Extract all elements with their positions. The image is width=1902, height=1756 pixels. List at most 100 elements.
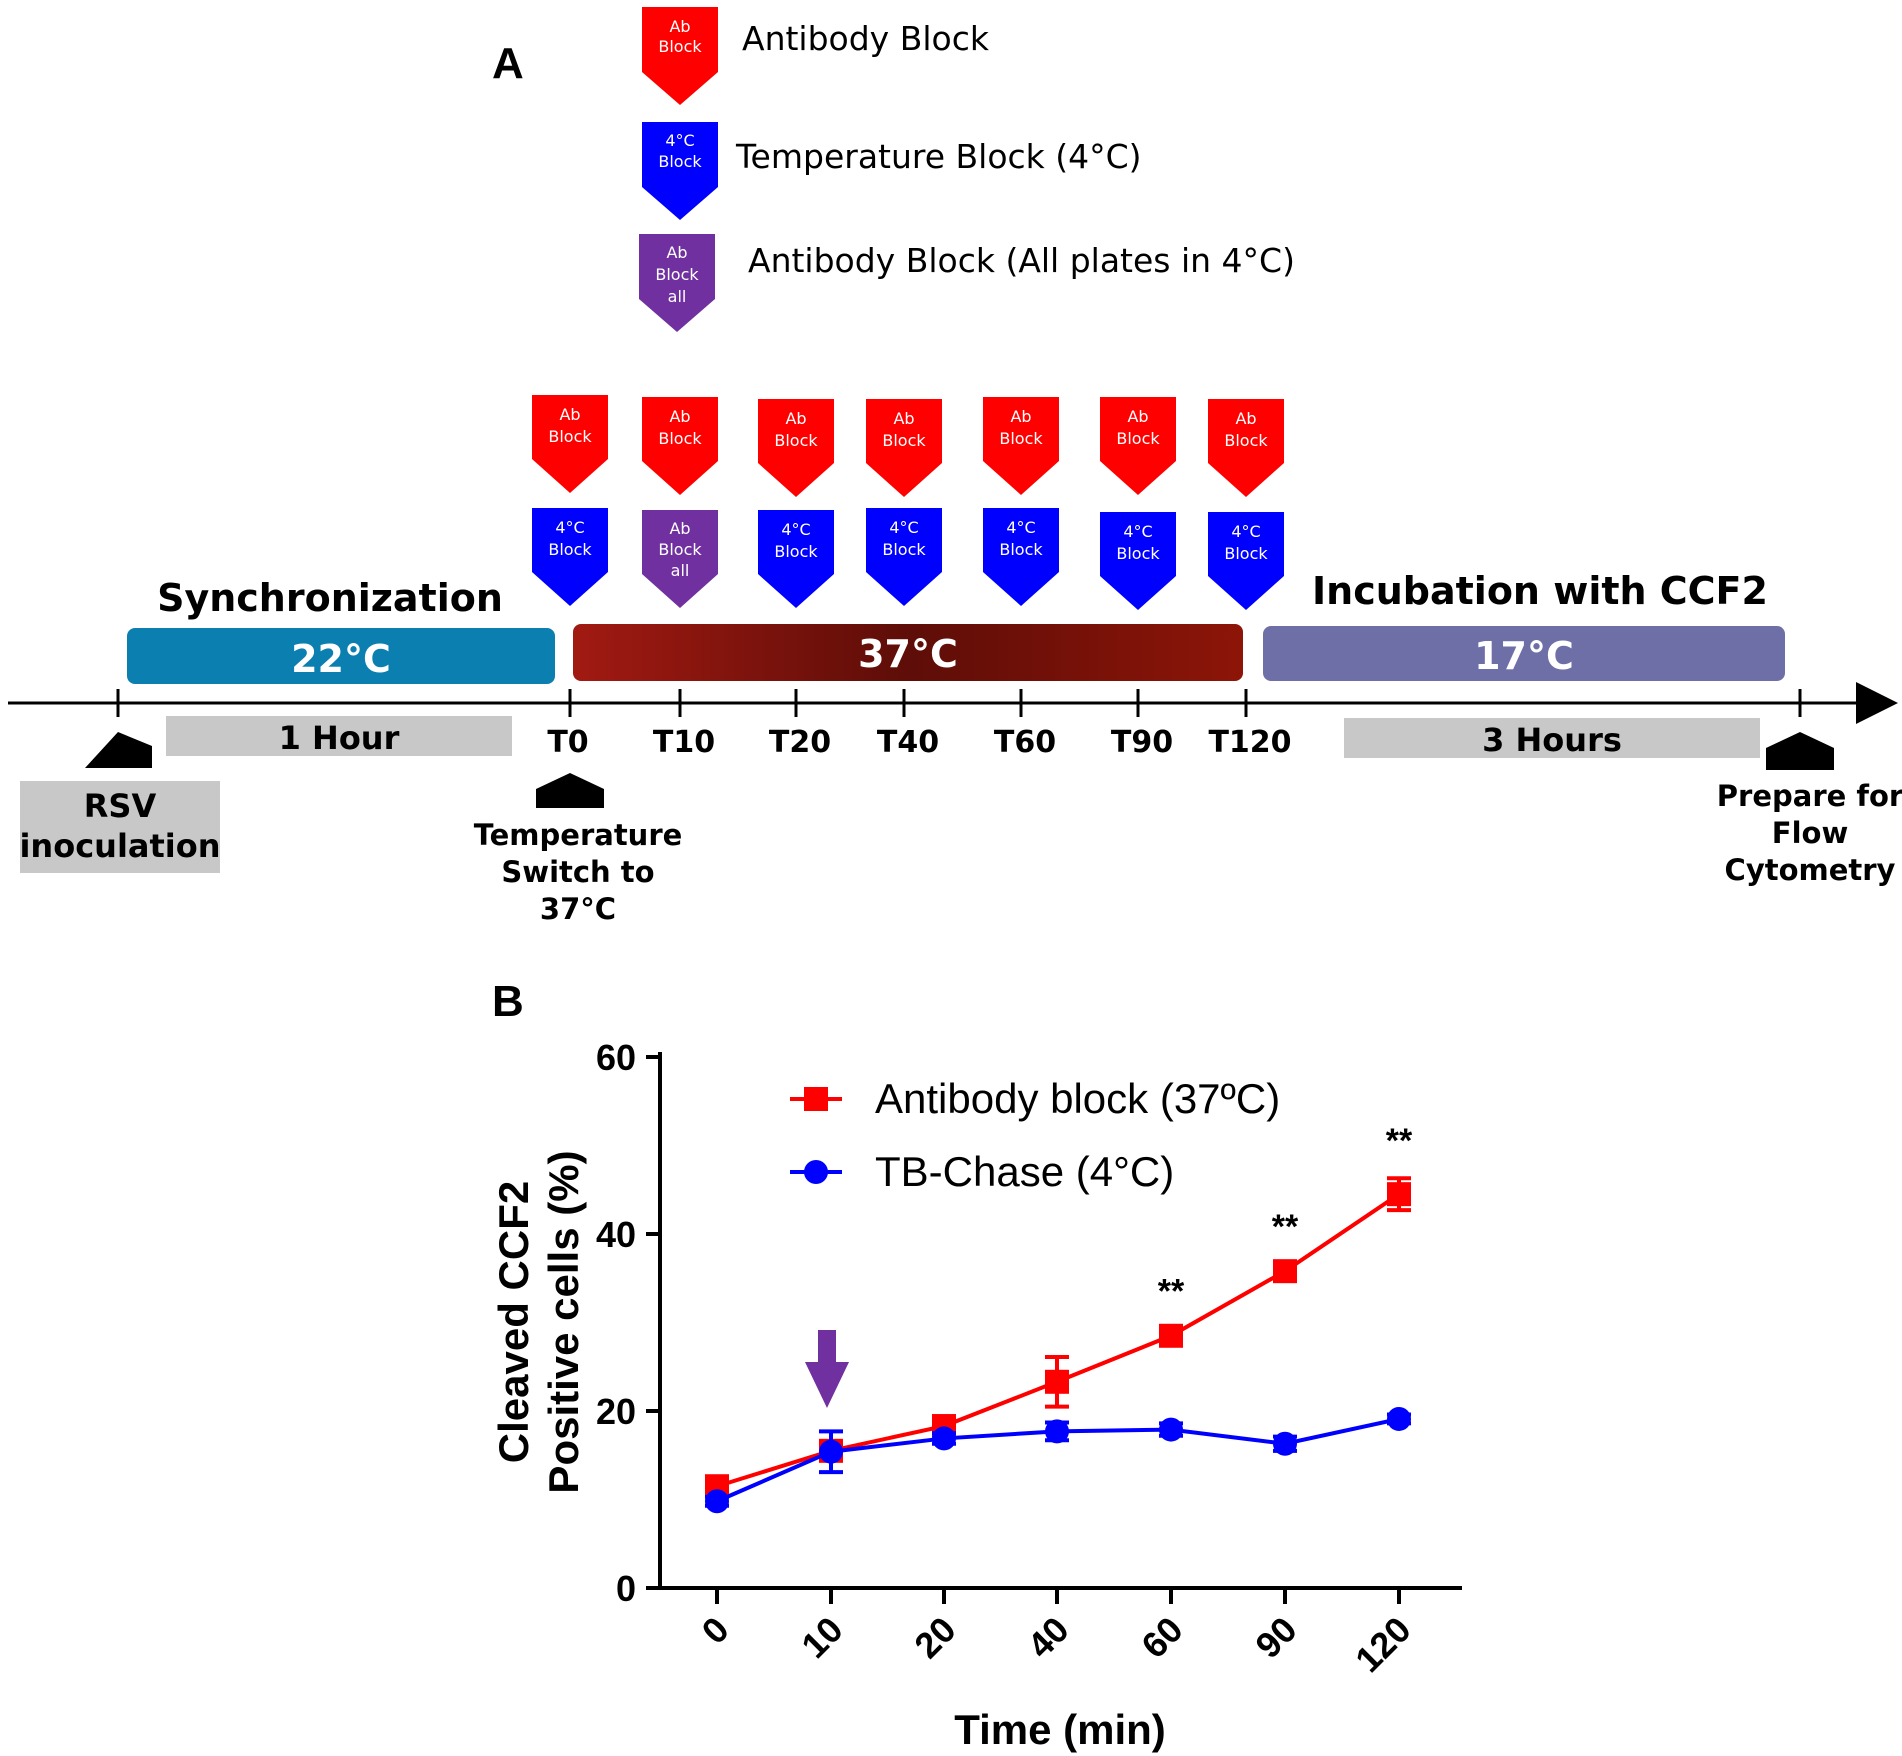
data-point-circle bbox=[1273, 1431, 1297, 1456]
series-layer bbox=[705, 1176, 1411, 1514]
phase-bars: Synchronization 22°C 37°C Incubation wit… bbox=[127, 569, 1785, 684]
y-tick-label: 60 bbox=[596, 1037, 636, 1078]
data-point-square bbox=[1159, 1323, 1183, 1348]
temperature-block-icon bbox=[758, 510, 834, 608]
legend-label-antibody-block: Antibody block (37ºC) bbox=[875, 1075, 1280, 1122]
x-tick-label: 120 bbox=[1347, 1609, 1418, 1680]
y-axis-label-line-2: Positive cells (%) bbox=[540, 1150, 587, 1493]
data-point-circle bbox=[819, 1439, 843, 1464]
phase-bar-22c bbox=[127, 628, 555, 684]
y-tick-label: 20 bbox=[596, 1391, 636, 1432]
icon-text: 4°C bbox=[1123, 522, 1152, 541]
icon-text: 4°C bbox=[781, 520, 810, 539]
duration-bar-1-hour bbox=[166, 716, 512, 756]
timepoint-column-t120: Ab Block 4°C Block bbox=[1208, 399, 1284, 610]
data-point-square bbox=[1273, 1259, 1297, 1284]
ab-block-icon bbox=[1100, 397, 1176, 495]
x-axis-ticks: 0 10 20 40 60 90 120 bbox=[694, 1588, 1419, 1680]
legend-label-antibody-block-all: Antibody Block (All plates in 4°C) bbox=[748, 241, 1295, 280]
ab-block-all-icon bbox=[642, 510, 718, 608]
icon-text: Ab bbox=[669, 407, 690, 426]
icon-text: Block bbox=[548, 427, 592, 446]
phase-temp-22c: 22°C bbox=[291, 637, 391, 681]
icon-text: Block bbox=[658, 152, 702, 171]
temperature-block-icon bbox=[1100, 512, 1176, 610]
event-rsv-inoculation: RSV inoculation bbox=[19, 732, 221, 873]
timepoint-label: T120 bbox=[1208, 725, 1291, 760]
temperature-block-icon bbox=[983, 508, 1059, 606]
timepoint-icons: Ab Block 4°C Block Ab Block Ab Block all Ab Block 4… bbox=[532, 395, 1284, 610]
icon-text: Block bbox=[658, 429, 702, 448]
icon-text: Block bbox=[999, 429, 1043, 448]
legend-antibody-block-all: Ab Block all Antibody Block (All plates … bbox=[639, 234, 1295, 332]
timeline: T0 T10 T20 T40 T60 T90 T120 1 Hour 3 Hours bbox=[8, 682, 1898, 760]
legend-temperature-block: 4°C Block Temperature Block (4°C) bbox=[642, 122, 1142, 220]
x-tick-label: 10 bbox=[793, 1609, 850, 1666]
series-tb-chase bbox=[705, 1406, 1411, 1514]
icon-text: Block bbox=[882, 431, 926, 450]
house-marker-icon bbox=[85, 732, 152, 768]
timepoint-label: T0 bbox=[547, 725, 588, 760]
y-tick-label: 0 bbox=[616, 1568, 636, 1609]
icon-text: Ab bbox=[669, 519, 690, 538]
y-axis-ticks: 0 20 40 60 bbox=[596, 1037, 660, 1609]
icon-text: Ab bbox=[669, 17, 690, 36]
icon-text: 4°C bbox=[889, 518, 918, 537]
switch-line-3: 37°C bbox=[540, 892, 616, 926]
panel-a: A Ab Block Antibody Block 4°C Block Temp… bbox=[8, 7, 1902, 926]
x-axis-label: Time (min) bbox=[954, 1706, 1166, 1753]
data-point-square bbox=[1045, 1369, 1069, 1394]
timepoint-label: T20 bbox=[769, 725, 831, 760]
icon-text: Ab bbox=[1010, 407, 1031, 426]
timepoint-column-t90: Ab Block 4°C Block bbox=[1100, 397, 1176, 610]
house-marker-icon bbox=[1766, 732, 1834, 770]
ab-block-icon bbox=[642, 7, 718, 105]
event-temperature-switch: Temperature Switch to 37°C bbox=[474, 773, 682, 926]
panel-b-letter: B bbox=[492, 977, 524, 1026]
prepare-line-2: Flow bbox=[1772, 816, 1848, 850]
duration-bar-3-hours bbox=[1344, 718, 1760, 758]
timepoint-column-t10: Ab Block Ab Block all bbox=[642, 397, 718, 608]
icon-text: Ab bbox=[785, 409, 806, 428]
temperature-block-icon bbox=[1208, 512, 1284, 610]
rsv-inoculation-box bbox=[20, 781, 220, 873]
phase-bar-17c bbox=[1263, 626, 1785, 681]
inoculation-label: inoculation bbox=[19, 827, 220, 865]
significance-marker: ** bbox=[1158, 1273, 1185, 1311]
timepoint-column-t20: Ab Block 4°C Block bbox=[758, 399, 834, 608]
icon-text: Ab bbox=[893, 409, 914, 428]
x-tick-label: 40 bbox=[1019, 1609, 1076, 1666]
data-point-circle bbox=[1387, 1406, 1411, 1431]
significance-marker: ** bbox=[1386, 1122, 1413, 1160]
data-point-circle bbox=[1159, 1417, 1183, 1442]
data-point-circle bbox=[932, 1426, 956, 1451]
icon-text: 4°C bbox=[665, 131, 694, 150]
data-point-circle bbox=[705, 1489, 729, 1514]
prepare-line-3: Cytometry bbox=[1725, 853, 1896, 887]
temperature-block-icon bbox=[532, 508, 608, 606]
icon-text: Block bbox=[658, 37, 702, 56]
ab-block-icon bbox=[1208, 399, 1284, 497]
icon-text: 4°C bbox=[1006, 518, 1035, 537]
icon-text: Ab bbox=[559, 405, 580, 424]
house-marker-icon bbox=[536, 773, 604, 808]
duration-label-1-hour: 1 Hour bbox=[279, 719, 400, 757]
x-tick-label: 20 bbox=[906, 1609, 963, 1666]
timepoint-column-t0: Ab Block 4°C Block bbox=[532, 395, 608, 606]
ab-block-all-icon bbox=[639, 234, 715, 332]
x-tick-label: 90 bbox=[1247, 1609, 1304, 1666]
phase-title-synchronization: Synchronization bbox=[157, 576, 503, 620]
legend-label-temperature-block: Temperature Block (4°C) bbox=[735, 137, 1142, 176]
icon-text: all bbox=[671, 561, 690, 580]
icon-text: Ab bbox=[1127, 407, 1148, 426]
icon-text: Ab bbox=[1235, 409, 1256, 428]
series-antibody-block bbox=[705, 1176, 1411, 1499]
icon-text: Block bbox=[655, 265, 699, 284]
icon-text: 4°C bbox=[1231, 522, 1260, 541]
panel-a-letter: A bbox=[492, 39, 524, 88]
ab-block-icon bbox=[532, 395, 608, 493]
timepoint-label: T10 bbox=[653, 725, 715, 760]
icon-text: Block bbox=[1224, 544, 1268, 563]
event-prepare-flow-cytometry: Prepare for Flow Cytometry bbox=[1717, 732, 1902, 887]
y-tick-label: 40 bbox=[596, 1214, 636, 1255]
